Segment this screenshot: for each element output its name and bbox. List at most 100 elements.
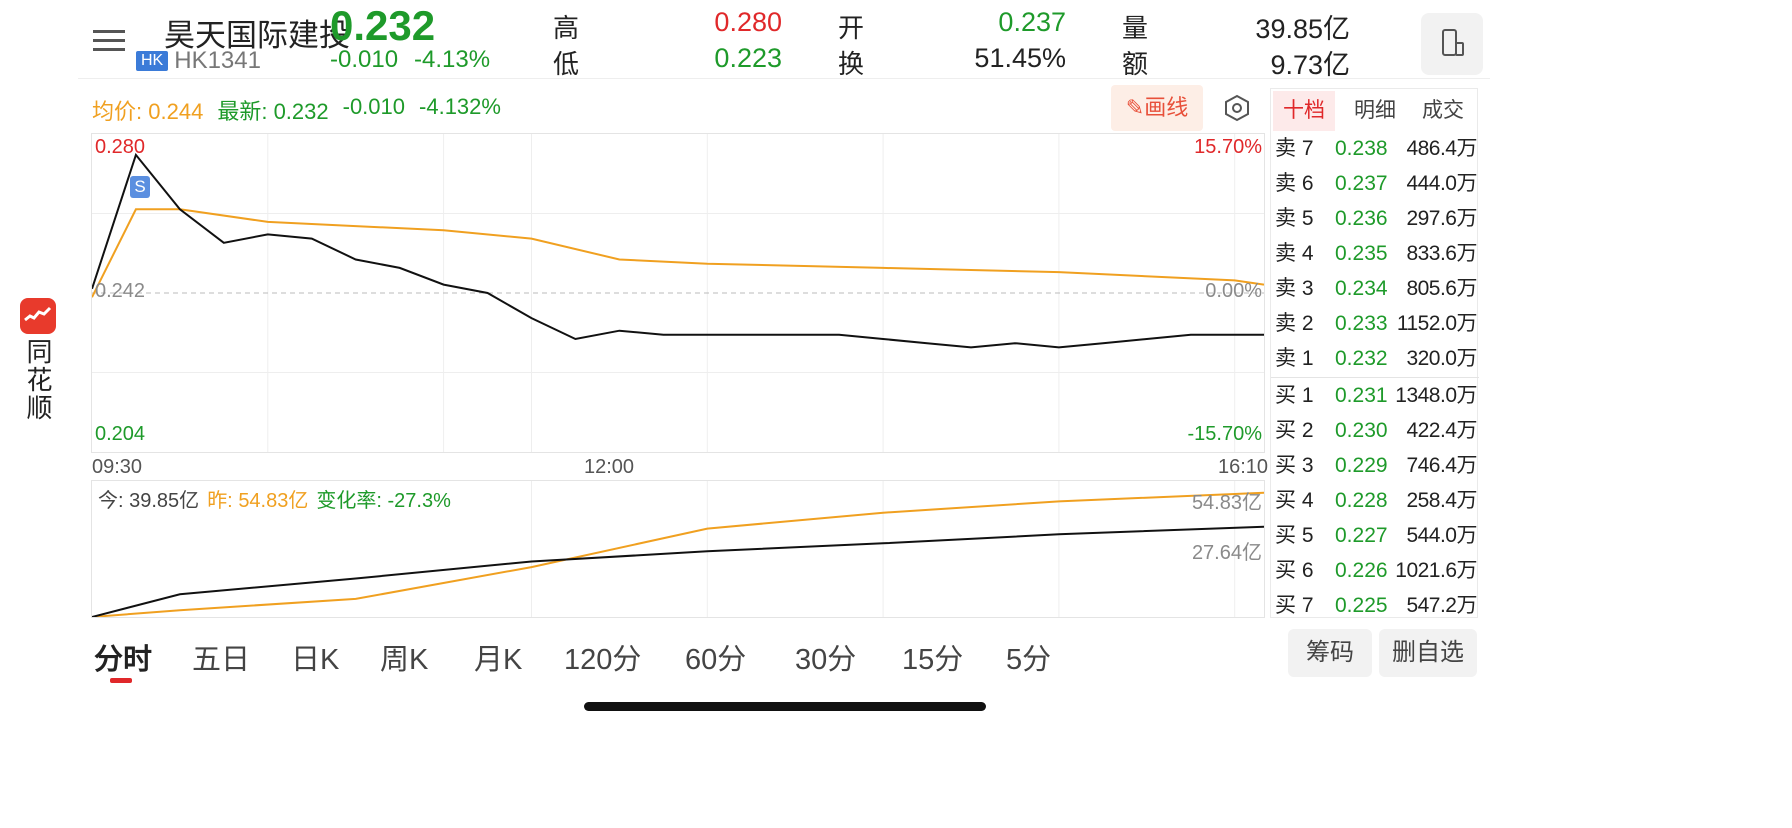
bid-row[interactable]: 买 3 0.229 746.4万 — [1271, 448, 1481, 483]
price-change: -0.010 — [330, 46, 399, 73]
level-volume: 422.4万 — [1406, 419, 1477, 442]
menu-icon[interactable] — [93, 24, 125, 57]
ask-row[interactable]: 卖 4 0.235 833.6万 — [1271, 236, 1481, 271]
level-volume: 1152.0万 — [1396, 312, 1478, 335]
level-volume: 805.6万 — [1406, 277, 1477, 300]
amount-label: 额 — [1122, 49, 1149, 79]
bid-row[interactable]: 买 2 0.230 422.4万 — [1271, 413, 1481, 448]
volume-value: 39.85亿 — [1255, 14, 1350, 44]
landscape-toggle-button[interactable] — [1421, 13, 1483, 75]
tonghuashun-logo-icon[interactable] — [20, 298, 56, 334]
bid-row[interactable]: 买 1 0.231 1348.0万 — [1271, 378, 1481, 413]
order-book-tabs: 十档 明细 成交 — [1271, 91, 1479, 131]
pct-axis-mid: 0.00% — [1205, 280, 1262, 302]
tab-weekly-k[interactable]: 周K — [380, 644, 429, 676]
yesterday-volume: 54.83亿 — [238, 490, 309, 512]
hexagon-settings-icon[interactable] — [1222, 93, 1252, 128]
level-label: 买 1 — [1275, 384, 1314, 407]
volume-chart — [92, 481, 1264, 617]
level-price: 0.235 — [1335, 242, 1388, 265]
stock-name: 昊天国际建投 — [164, 18, 350, 53]
rate-value: -27.3% — [387, 490, 451, 512]
chart-info-line: 均价: 0.244 最新: 0.232 -0.010 -4.132% — [92, 94, 501, 126]
ask-row[interactable]: 卖 1 0.232 320.0万 — [1271, 341, 1481, 376]
level-price: 0.229 — [1335, 454, 1388, 477]
level-price: 0.234 — [1335, 277, 1388, 300]
level-volume: 297.6万 — [1406, 207, 1477, 230]
time-axis-end: 16:10 — [1218, 456, 1269, 478]
order-book-divider — [1271, 377, 1479, 378]
volume-chart-box[interactable] — [91, 480, 1265, 618]
level-label: 卖 5 — [1275, 207, 1314, 230]
level-label: 买 3 — [1275, 454, 1314, 477]
price-line — [92, 152, 1264, 349]
latest-label: 最新: — [217, 99, 268, 124]
bid-row[interactable]: 买 7 0.225 547.2万 — [1271, 588, 1481, 623]
level-label: 卖 4 — [1275, 242, 1314, 265]
pct-axis-bottom: -15.70% — [1187, 423, 1263, 445]
tab-monthly-k[interactable]: 月K — [474, 644, 523, 676]
level-label: 卖 1 — [1275, 347, 1314, 370]
tab-intraday[interactable]: 分时 — [94, 644, 153, 676]
level-price: 0.233 — [1335, 312, 1388, 335]
tab-daily-k[interactable]: 日K — [291, 644, 340, 676]
level-price: 0.236 — [1335, 207, 1388, 230]
level-volume: 547.2万 — [1406, 594, 1477, 617]
home-indicator[interactable] — [584, 702, 986, 711]
price-change-pct: -4.13% — [414, 46, 491, 73]
ask-row[interactable]: 卖 5 0.236 297.6万 — [1271, 201, 1481, 236]
today-label: 今: — [98, 490, 124, 512]
bid-row[interactable]: 买 4 0.228 258.4万 — [1271, 483, 1481, 518]
level-volume: 544.0万 — [1406, 524, 1477, 547]
yesterday-volume-line — [92, 491, 1264, 617]
draw-line-label: 画线 — [1144, 95, 1189, 120]
current-price: 0.232 — [330, 2, 436, 49]
trade-marker-s[interactable]: S — [130, 176, 150, 198]
amount-value: 9.73亿 — [1270, 50, 1350, 80]
tab-60min[interactable]: 60分 — [685, 644, 747, 676]
low-value: 0.223 — [714, 43, 782, 73]
tab-trades[interactable]: 成交 — [1422, 99, 1464, 122]
avg-label: 均价: — [92, 99, 143, 124]
level-label: 买 4 — [1275, 489, 1314, 512]
ask-row[interactable]: 卖 6 0.237 444.0万 — [1271, 166, 1481, 201]
level-label: 卖 3 — [1275, 277, 1314, 300]
level-price: 0.238 — [1335, 137, 1388, 160]
ask-row[interactable]: 卖 3 0.234 805.6万 — [1271, 271, 1481, 306]
time-axis-mid: 12:00 — [584, 456, 635, 478]
open-value: 0.237 — [998, 7, 1066, 37]
volume-label: 量 — [1122, 13, 1149, 43]
tab-120min[interactable]: 120分 — [564, 644, 642, 676]
tonghuashun-text: 同花顺 — [23, 338, 53, 422]
tab-15min[interactable]: 15分 — [902, 644, 964, 676]
low-label: 低 — [553, 49, 580, 79]
chips-button[interactable]: 筹码 — [1288, 629, 1372, 677]
level-price: 0.225 — [1335, 594, 1388, 617]
price-chart-box[interactable] — [91, 133, 1265, 453]
level-label: 买 7 — [1275, 594, 1314, 617]
level-price: 0.227 — [1335, 524, 1388, 547]
bid-row[interactable]: 买 6 0.226 1021.6万 — [1271, 553, 1481, 588]
ask-row[interactable]: 卖 2 0.233 1152.0万 — [1271, 306, 1481, 341]
tab-ten-levels[interactable]: 十档 — [1273, 91, 1335, 131]
level-volume: 1021.6万 — [1395, 559, 1477, 582]
level-volume: 746.4万 — [1406, 454, 1477, 477]
price-axis-mid: 0.242 — [95, 280, 146, 302]
bid-row[interactable]: 买 5 0.227 544.0万 — [1271, 518, 1481, 553]
level-price: 0.226 — [1335, 559, 1388, 582]
volume-axis-mid: 27.64亿 — [1191, 542, 1262, 564]
avg-value: 0.244 — [148, 99, 204, 124]
ask-row[interactable]: 卖 7 0.238 486.4万 — [1271, 131, 1481, 166]
tab-5min[interactable]: 5分 — [1006, 644, 1052, 676]
tonghuashun-label[interactable]: 同花顺 — [18, 338, 58, 430]
draw-line-button[interactable]: ✎画线 — [1111, 85, 1203, 131]
remove-watchlist-button[interactable]: 删自选 — [1379, 629, 1477, 677]
level-volume: 444.0万 — [1406, 172, 1477, 195]
open-label: 开 — [838, 13, 865, 43]
volume-axis-top: 54.83亿 — [1191, 492, 1262, 514]
level-price: 0.232 — [1335, 347, 1388, 370]
tab-details[interactable]: 明细 — [1354, 99, 1396, 122]
tab-30min[interactable]: 30分 — [795, 644, 857, 676]
tab-five-day[interactable]: 五日 — [192, 644, 251, 676]
today-volume-line — [92, 525, 1264, 617]
